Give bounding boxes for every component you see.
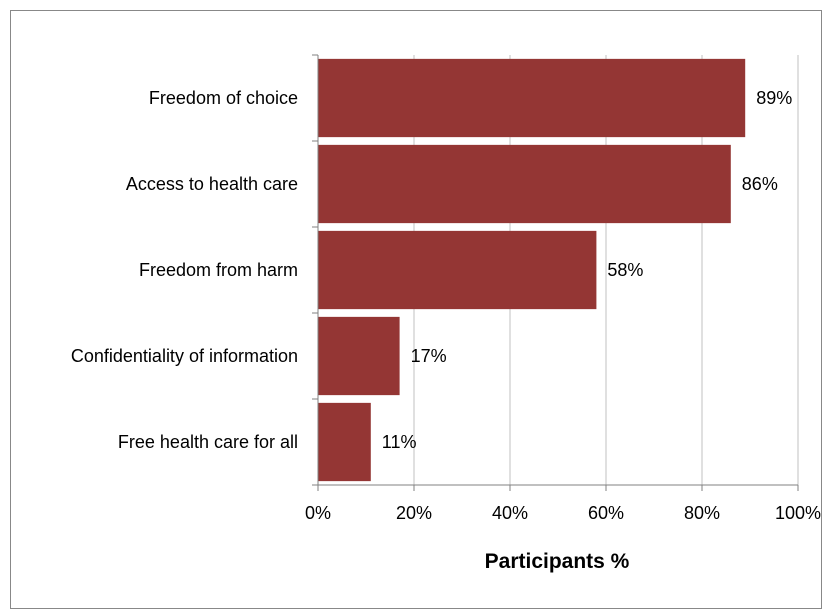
- axes: [312, 54, 799, 491]
- data-label: 86%: [742, 174, 778, 194]
- bar: [318, 144, 731, 224]
- data-label: 11%: [382, 432, 417, 452]
- x-tick-label: 60%: [588, 503, 624, 523]
- bar: [318, 316, 400, 396]
- bar: [318, 58, 746, 138]
- category-label: Freedom from harm: [139, 260, 298, 280]
- bar: [318, 230, 597, 310]
- category-label: Free health care for all: [118, 432, 298, 452]
- x-tick-label: 100%: [775, 503, 821, 523]
- x-tick-label: 0%: [305, 503, 331, 523]
- category-label: Confidentiality of information: [71, 346, 298, 366]
- data-label: 58%: [607, 260, 643, 280]
- category-label: Freedom of choice: [149, 88, 298, 108]
- bar: [318, 402, 371, 482]
- data-label: 17%: [411, 346, 447, 366]
- x-tick-label: 80%: [684, 503, 720, 523]
- data-label: 89%: [756, 88, 792, 108]
- x-tick-label: 40%: [492, 503, 528, 523]
- labels: 0% 20% 40% 60% 80% 100% Freedom of choice 89% Ac…: [71, 88, 821, 523]
- x-axis-title: Participants %: [485, 550, 630, 573]
- x-tick-label: 20%: [396, 503, 432, 523]
- category-label: Access to health care: [126, 174, 298, 194]
- bars: [318, 58, 746, 482]
